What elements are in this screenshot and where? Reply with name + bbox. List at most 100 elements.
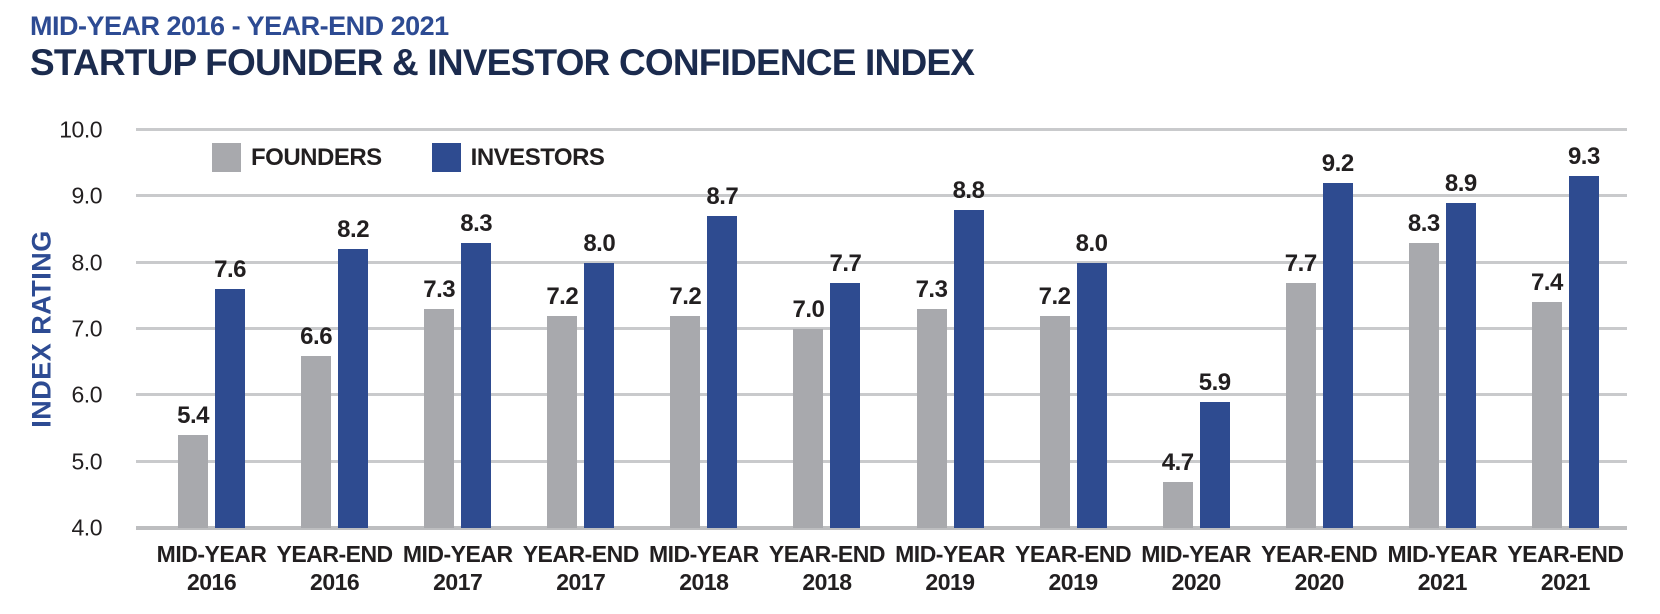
chart-header: MID-YEAR 2016 - YEAR-END 2021 STARTUP FO… bbox=[30, 11, 975, 84]
legend-item-investors: INVESTORS bbox=[431, 143, 605, 172]
legend-item-founders: FOUNDERS bbox=[212, 143, 382, 172]
founders-bar bbox=[793, 329, 824, 528]
founders-bar bbox=[1162, 481, 1193, 528]
chart-subtitle: MID-YEAR 2016 - YEAR-END 2021 bbox=[30, 11, 449, 41]
x-axis-label-period: MID-YEAR bbox=[1387, 541, 1498, 567]
gridline bbox=[136, 260, 1627, 264]
bar-group: 7.4 9.3 bbox=[1504, 130, 1627, 528]
legend-label: FOUNDERS bbox=[251, 143, 382, 171]
bar-value-label: 6.6 bbox=[300, 322, 333, 350]
bar-value-label: 8.3 bbox=[460, 209, 493, 237]
founders-bar bbox=[178, 435, 209, 528]
x-axis-label-period: YEAR-END bbox=[1507, 541, 1624, 567]
investors-bar-column: 8.0 bbox=[1076, 130, 1108, 528]
founders-bar bbox=[424, 309, 455, 528]
bar-value-label: 8.2 bbox=[337, 216, 370, 244]
bar-chart-plot-area: 5.4 7.6 6.6 8.2 7.3 8.3 7.2 8.0 7.2 8.7 7.0 7.7 7.3 8… bbox=[136, 128, 1627, 595]
gridline bbox=[136, 128, 1627, 131]
x-axis-label-period: YEAR-END bbox=[768, 541, 886, 567]
x-axis-label: MID-YEAR 2021 bbox=[1381, 540, 1504, 596]
x-axis-label-year: 2021 bbox=[1540, 569, 1591, 596]
founders-bar-column: 7.2 bbox=[669, 130, 702, 528]
y-axis-tick: 9.0 bbox=[71, 182, 103, 209]
bar-value-label: 8.3 bbox=[1407, 209, 1440, 237]
bar-value-label: 8.7 bbox=[706, 183, 739, 211]
gridline bbox=[136, 526, 1627, 530]
investors-bar bbox=[1568, 176, 1599, 528]
investors-bar bbox=[1445, 202, 1476, 528]
investors-bar-column: 8.9 bbox=[1444, 130, 1477, 528]
bar-value-label: 9.2 bbox=[1321, 150, 1354, 178]
y-axis-tick: 8.0 bbox=[71, 249, 103, 276]
x-axis-label: MID-YEAR 2020 bbox=[1135, 540, 1258, 596]
x-axis-label: MID-YEAR 2019 bbox=[888, 540, 1011, 596]
chart-title: STARTUP FOUNDER & INVESTOR CONFIDENCE IN… bbox=[30, 41, 975, 83]
gridline bbox=[136, 459, 1627, 463]
investors-bar-column: 8.8 bbox=[952, 130, 985, 528]
bar-value-label: 7.2 bbox=[1038, 282, 1071, 310]
x-axis-label-period: MID-YEAR bbox=[156, 541, 267, 567]
x-axis-label-year: 2020 bbox=[1171, 569, 1222, 596]
founders-bar-column: 4.7 bbox=[1162, 130, 1194, 528]
founders-bar bbox=[916, 309, 947, 528]
x-axis-label: YEAR-END 2019 bbox=[1012, 540, 1135, 596]
bar-value-label: 5.4 bbox=[177, 402, 209, 430]
x-axis-label-year: 2018 bbox=[679, 569, 729, 596]
x-axis-label-period: MID-YEAR bbox=[402, 541, 513, 567]
bar-value-label: 7.0 bbox=[792, 296, 825, 323]
legend-swatch-investors bbox=[431, 143, 461, 172]
founders-bar bbox=[1039, 315, 1070, 528]
x-axis-label-year: 2017 bbox=[433, 569, 483, 596]
founders-bar-column: 6.6 bbox=[300, 130, 333, 528]
bar-group: 8.3 8.9 bbox=[1381, 130, 1504, 528]
y-axis-tick: 6.0 bbox=[71, 381, 103, 408]
x-axis-label-period: YEAR-END bbox=[522, 541, 640, 567]
founders-bar bbox=[1285, 282, 1316, 528]
x-axis-label-period: YEAR-END bbox=[1261, 541, 1378, 567]
founders-bar-column: 7.4 bbox=[1531, 130, 1563, 528]
x-axis-label-period: MID-YEAR bbox=[648, 541, 759, 567]
y-axis-ticks: 10.0 9.0 8.0 7.0 6.0 5.0 4.0 bbox=[0, 117, 103, 541]
gridline bbox=[136, 393, 1627, 397]
founders-bar bbox=[301, 355, 332, 528]
bar-value-label: 8.8 bbox=[952, 176, 985, 204]
y-axis-tick: 4.0 bbox=[71, 514, 103, 541]
y-axis-tick: 7.0 bbox=[71, 315, 103, 342]
legend-label: INVESTORS bbox=[470, 143, 605, 171]
investors-bar-column: 8.0 bbox=[583, 130, 616, 528]
chart-legend: FOUNDERS INVESTORS bbox=[212, 143, 605, 172]
founders-bar-column: 7.2 bbox=[546, 130, 579, 528]
investors-bar-column: 8.7 bbox=[706, 130, 739, 528]
bar-value-label: 7.2 bbox=[546, 282, 579, 310]
founders-bar-column: 7.3 bbox=[916, 130, 948, 528]
bar-groups: 5.4 7.6 6.6 8.2 7.3 8.3 7.2 8.0 7.2 8.7 7.0 7.7 7.3 8… bbox=[150, 130, 1627, 528]
investors-bar bbox=[1076, 262, 1107, 528]
x-axis-label-year: 2016 bbox=[186, 569, 237, 596]
x-axis-label-period: YEAR-END bbox=[276, 541, 394, 567]
x-axis-label-year: 2021 bbox=[1417, 569, 1468, 596]
investors-bar bbox=[1199, 401, 1230, 528]
x-axis-label-period: YEAR-END bbox=[1015, 541, 1132, 567]
investors-bar-column: 9.2 bbox=[1321, 130, 1354, 528]
bar-group: 7.3 8.8 bbox=[888, 130, 1011, 528]
y-axis-tick: 5.0 bbox=[71, 448, 103, 475]
investors-bar-column: 8.3 bbox=[460, 130, 493, 528]
x-axis-label: YEAR-END 2017 bbox=[519, 540, 642, 596]
bar-value-label: 8.9 bbox=[1444, 169, 1477, 197]
investors-bar-column: 7.6 bbox=[214, 130, 246, 528]
bar-group: 7.3 8.3 bbox=[396, 130, 519, 528]
founders-bar bbox=[670, 315, 701, 528]
investors-bar-column: 7.7 bbox=[829, 130, 862, 528]
x-axis-label-period: MID-YEAR bbox=[1141, 541, 1252, 567]
founders-bar bbox=[1531, 302, 1562, 528]
gridline bbox=[136, 194, 1627, 198]
bar-group: 5.4 7.6 bbox=[150, 130, 273, 528]
bar-value-label: 7.7 bbox=[829, 249, 862, 277]
bar-group: 7.2 8.0 bbox=[519, 130, 642, 528]
x-axis-label: YEAR-END 2018 bbox=[765, 540, 888, 596]
x-axis-label: MID-YEAR 2018 bbox=[642, 540, 765, 596]
x-axis-label-year: 2018 bbox=[802, 569, 852, 596]
bar-group: 7.7 9.2 bbox=[1258, 130, 1381, 528]
founders-bar-column: 7.7 bbox=[1285, 130, 1317, 528]
bar-group: 7.2 8.0 bbox=[1012, 130, 1135, 528]
